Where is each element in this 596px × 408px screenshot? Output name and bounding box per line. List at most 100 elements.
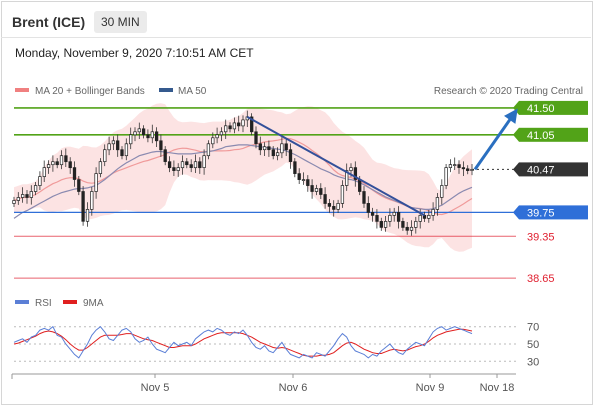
candle (133, 127, 137, 142)
candle (12, 196, 16, 207)
candle-body (271, 149, 275, 157)
candle (124, 138, 129, 161)
candle (332, 200, 336, 217)
downtrend-line (246, 116, 425, 217)
candle-body (107, 143, 111, 151)
candle (228, 122, 232, 133)
candle (172, 160, 176, 176)
candle-body (219, 131, 224, 136)
candle-body (206, 143, 211, 157)
candle-body (297, 173, 301, 180)
candle-body (146, 134, 150, 139)
candle-body (120, 149, 124, 157)
candle (241, 115, 245, 133)
candle (353, 161, 358, 187)
level-badge-tip-2 (513, 162, 519, 177)
candle-body (362, 191, 366, 204)
candle-body (55, 161, 59, 166)
candle (250, 113, 254, 136)
level-badge-2 (519, 162, 588, 177)
candle (237, 115, 241, 132)
candle (414, 216, 418, 234)
candle-body (64, 155, 68, 163)
candle (137, 122, 141, 139)
candle (167, 156, 172, 173)
timeframe-badge[interactable]: 30 MIN (94, 11, 147, 33)
candle (103, 144, 107, 167)
candle-body (180, 161, 185, 169)
candle-body (163, 149, 167, 162)
candle-body (383, 221, 388, 228)
candle-body (440, 185, 444, 198)
candle-body (388, 215, 392, 222)
report-datetime: Monday, November 9, 2020 7:10:51 AM CET (15, 46, 254, 60)
candle-body (111, 140, 116, 145)
candle-body (457, 164, 461, 168)
legend-rsi-label: RSI (35, 298, 52, 309)
candle-body (202, 155, 206, 168)
candle-body (232, 122, 237, 130)
candle-body (340, 185, 345, 204)
candle-body (414, 221, 418, 228)
candle-body (185, 161, 189, 166)
candle-body (150, 131, 154, 139)
candle-body (431, 209, 435, 216)
candle-body (401, 221, 405, 228)
candle-body (98, 161, 103, 174)
rsi-line (13, 325, 473, 359)
candle-body (435, 197, 440, 210)
candle-body (254, 131, 258, 145)
candle-body (353, 167, 358, 180)
candle-body (81, 191, 85, 222)
candle-body (68, 161, 72, 169)
candle (120, 146, 124, 160)
candle-body (323, 194, 327, 204)
legend-ma20-swatch (15, 88, 29, 92)
candle-body (370, 212, 375, 216)
candle (327, 199, 332, 213)
candle-body (275, 152, 280, 157)
candle-body (379, 221, 383, 228)
candle (72, 161, 77, 187)
candle-body (409, 226, 414, 231)
candle (297, 168, 301, 184)
candle (159, 134, 163, 157)
candle (401, 217, 405, 231)
candle-body (215, 134, 219, 139)
candle-body (103, 149, 107, 162)
candle-body (21, 194, 25, 198)
candle (94, 167, 98, 199)
candle (215, 127, 219, 144)
candle (275, 147, 280, 161)
legend-rsi-ma-swatch (63, 300, 77, 304)
candle-body (237, 122, 241, 127)
candle (29, 185, 33, 205)
candle-body (38, 176, 42, 186)
candle (193, 154, 198, 173)
candle-body (172, 167, 176, 171)
candle (98, 158, 103, 178)
candle-body (267, 146, 271, 151)
candle-body (444, 167, 448, 186)
candle-body (42, 167, 46, 177)
level-badge-1 (519, 127, 588, 142)
candle (163, 146, 167, 166)
candle-body (133, 131, 137, 136)
research-credit: Research © 2020 Trading Central (434, 86, 583, 97)
candle (375, 209, 379, 229)
level-label-5: 38.65 (527, 273, 555, 285)
candle-body (250, 116, 254, 133)
candle (68, 157, 72, 174)
candle (46, 160, 51, 174)
candle-body (405, 226, 409, 231)
candle-body (327, 203, 332, 207)
candle-body (167, 161, 172, 169)
candle-body (176, 167, 180, 171)
candle (129, 127, 133, 150)
candle (310, 179, 314, 199)
candle (85, 202, 90, 227)
candle-body (228, 125, 232, 130)
candle (396, 206, 401, 229)
candle (453, 157, 457, 170)
plot-area: 41.50 41.05 40.47 39.75 39.35 38.65 70 50 30 Nov … (11, 100, 588, 394)
